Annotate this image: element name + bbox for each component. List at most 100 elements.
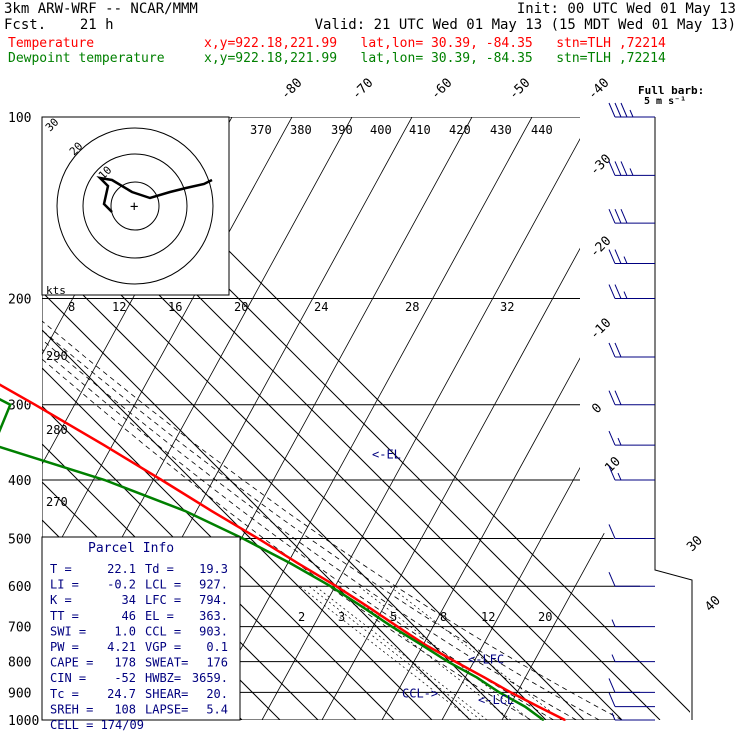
parcel-info-label: LCL =	[145, 578, 181, 592]
legend-dewpoint-info: x,y=922.18,221.99 lat,lon= 30.39, -84.35…	[204, 51, 666, 66]
wind-barb-flag	[608, 678, 616, 693]
wind-barb-flag	[620, 161, 628, 176]
parcel-info-label: Td =	[145, 562, 174, 576]
parcel-info-value: 176	[206, 656, 228, 670]
parcel-info-value: 22.1	[107, 562, 136, 576]
parcel-info-value: 5.4	[206, 702, 228, 716]
pressure-tick-label: 100	[8, 111, 31, 126]
parcel-info-value: 0.1	[206, 640, 228, 654]
parcel-info-value: 4.21	[107, 640, 136, 654]
parcel-info-label: CAPE =	[50, 656, 93, 670]
pressure-tick-label: 1000	[8, 714, 39, 729]
wind-barb-flag	[614, 208, 622, 224]
theta-label: 440	[531, 123, 553, 137]
wind-barb-flag	[608, 249, 616, 264]
pressure-tick-label: 200	[8, 293, 31, 308]
mixing-ratio-line	[389, 585, 562, 720]
isotherm-line	[42, 117, 395, 720]
theta-label: 370	[250, 123, 272, 137]
parcel-info-value: 24.7	[107, 687, 136, 701]
parcel-info-value: 46	[122, 609, 136, 623]
theta-label: 420	[449, 123, 471, 137]
wind-barb-flag	[608, 284, 616, 299]
wind-barb-flag	[608, 102, 616, 118]
hodograph-ring	[82, 153, 188, 259]
legend-temperature-name: Temperature	[8, 36, 95, 51]
hodograph-ring	[56, 127, 214, 285]
barb-key-label: Full barb:	[638, 84, 704, 97]
temperature-point	[564, 719, 566, 721]
wind-barb-half	[611, 619, 616, 627]
moist-adiabat	[42, 298, 577, 720]
wind-barb-flag	[608, 208, 616, 224]
dewpoint-point	[9, 403, 12, 406]
forecast-hour: Fcst. 21 h	[4, 17, 114, 33]
init-time: Init: 00 UTC Wed 01 May 13	[516, 1, 736, 17]
dewpoint-point	[476, 676, 478, 679]
parcel-info-label: TT =	[50, 609, 79, 623]
wind-barb-flag	[608, 430, 616, 446]
dry-adiabat	[201, 117, 533, 720]
parcel-info-label: LAPSE=	[145, 702, 188, 716]
parcel-info-label: EL =	[145, 609, 174, 623]
parcel-info-label: LI =	[50, 578, 79, 592]
pressure-tick-label: 800	[8, 656, 31, 671]
parcel-info-value: -0.2	[107, 578, 136, 592]
pressure-tick-label: 400	[8, 474, 31, 489]
wind-barb-flag	[608, 161, 616, 176]
ccl-annotation: CCL->	[402, 686, 438, 700]
parcel-info-label: SHEAR=	[145, 687, 188, 701]
dewpoint-point	[446, 660, 449, 663]
parcel-info-value: 1.0	[114, 624, 136, 638]
parcel-info-value: 178	[114, 656, 136, 670]
theta-label: 290	[46, 349, 68, 363]
wind-barb-half	[623, 291, 628, 299]
dewpoint-point	[391, 625, 393, 628]
parcel-info-label: K =	[50, 593, 72, 607]
lcl-annotation: <-LCL	[478, 693, 514, 707]
wind-barb-flag	[608, 572, 616, 587]
mixing-ratio-label: 2	[298, 610, 305, 624]
mixing-ratio-label: 3	[338, 610, 345, 624]
temperature-point	[396, 625, 399, 628]
wind-barb-flag	[620, 102, 628, 118]
parcel-info-value: 20.	[206, 687, 228, 701]
temperature-point	[297, 562, 300, 565]
wind-barb-flag	[614, 284, 622, 299]
barb-key-unit: 5 m s⁻¹	[644, 96, 686, 107]
temperature-point	[103, 444, 105, 446]
sounding-series: <-EL <-LFC <-LCL CCL->	[0, 383, 566, 722]
temperature-point	[424, 643, 426, 646]
dewpoint-point	[362, 606, 364, 608]
hodograph-speed-tick: 16	[168, 300, 182, 314]
wind-barb-half	[629, 168, 634, 176]
wind-barb-flag	[608, 692, 616, 707]
dewpoint-point	[420, 643, 423, 646]
dewpoint-point	[103, 479, 106, 481]
isotherm-line	[42, 117, 357, 720]
mixing-ratio-line	[308, 585, 481, 720]
parcel-info-label: CIN =	[50, 671, 86, 685]
pressure-tick-label: 600	[8, 580, 31, 595]
mixing-ratio-label: 5	[390, 610, 397, 624]
dry-adiabat	[261, 117, 593, 720]
hodograph-speed-tick: 20	[234, 300, 248, 314]
temperature-point	[257, 537, 259, 540]
isotherm-line	[42, 117, 433, 720]
temperature-point	[160, 479, 163, 481]
moist-adiabat	[42, 298, 532, 720]
hodograph-box	[41, 116, 230, 296]
pressure-tick-label: 700	[8, 621, 31, 636]
wind-barbs: Full barb:5 m s⁻¹	[608, 84, 704, 721]
parcel-info-label: CCL =	[145, 624, 181, 638]
temperature-point	[210, 510, 213, 512]
hodograph-speed-tick: 32	[500, 300, 514, 314]
temperature-point	[34, 403, 36, 406]
dewpoint-point	[184, 510, 186, 512]
mixing-ratio-line	[358, 585, 531, 720]
wind-barb-flag	[608, 524, 616, 539]
dewpoint-point	[524, 705, 526, 708]
parcel-info-value: 363.	[199, 609, 228, 623]
wind-barb-flag	[614, 249, 622, 264]
